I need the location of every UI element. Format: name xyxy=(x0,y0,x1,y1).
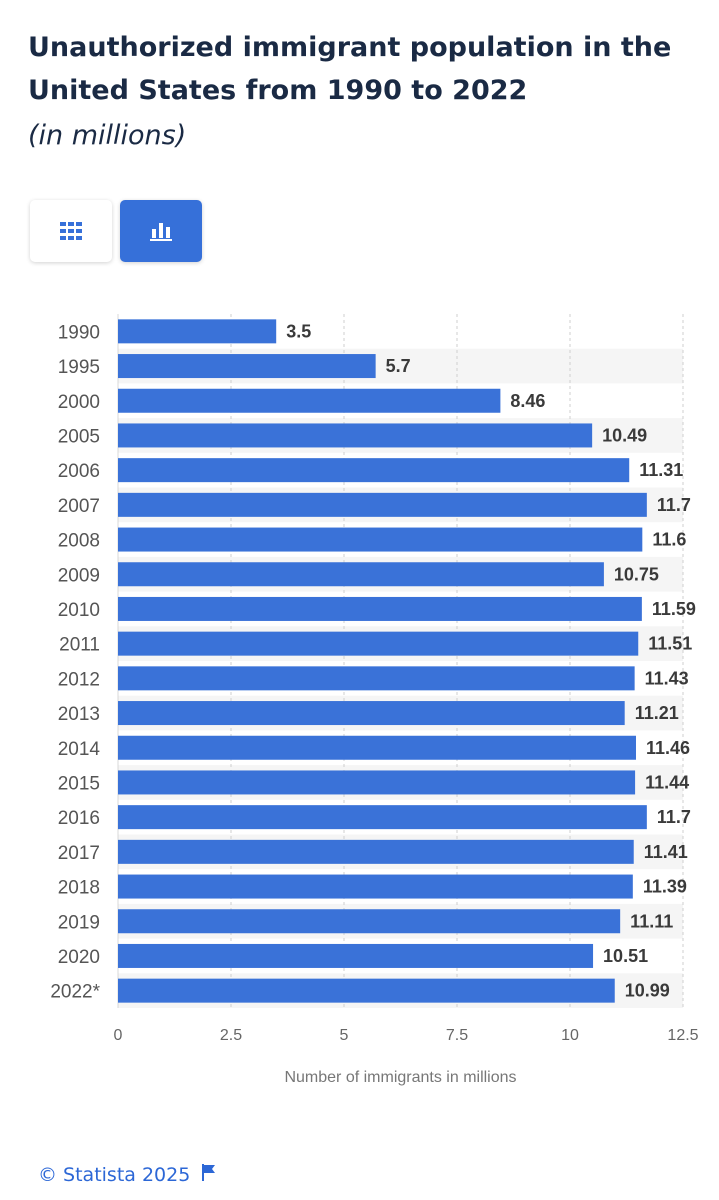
bar[interactable] xyxy=(118,874,633,899)
data-label: 11.31 xyxy=(639,460,683,480)
bar[interactable] xyxy=(118,354,376,379)
flag-icon[interactable] xyxy=(202,1164,216,1186)
data-label: 10.99 xyxy=(625,981,670,1001)
bar[interactable] xyxy=(118,770,636,795)
category-label: 2020 xyxy=(58,947,100,968)
data-label: 5.7 xyxy=(386,356,411,376)
bar[interactable] xyxy=(118,319,277,344)
data-label: 10.49 xyxy=(602,425,647,445)
bar[interactable] xyxy=(118,666,635,691)
chart-title: Unauthorized immigrant population in the… xyxy=(28,32,672,106)
data-label: 11.43 xyxy=(645,668,689,688)
category-label: 2018 xyxy=(58,878,100,899)
bar-chart: 1990 3.5 1995 5.7 2000 8.46 2005 10.49 2006 11.31… xyxy=(50,314,699,1086)
data-label: 11.44 xyxy=(645,772,689,792)
bar-chart-icon xyxy=(150,223,172,241)
bar[interactable] xyxy=(118,388,501,413)
x-axis-title: Number of immigrants in millions xyxy=(284,1069,516,1086)
data-label: 10.75 xyxy=(614,564,659,584)
chart-subtitle: (in millions) xyxy=(28,120,187,151)
category-label: 2010 xyxy=(58,600,100,621)
bar[interactable] xyxy=(118,492,647,517)
table-view-button[interactable] xyxy=(30,200,112,262)
tick-label: 7.5 xyxy=(446,1027,468,1044)
bar[interactable] xyxy=(118,701,625,726)
category-label: 2015 xyxy=(58,773,100,794)
data-label: 11.46 xyxy=(646,738,690,758)
category-label: 2014 xyxy=(58,739,101,760)
data-label: 3.5 xyxy=(286,321,311,341)
bar[interactable] xyxy=(118,562,604,587)
chart-view-button[interactable] xyxy=(120,200,202,262)
tick-label: 0 xyxy=(114,1027,123,1044)
category-label: 2016 xyxy=(58,808,100,829)
grid-table-icon xyxy=(60,222,82,240)
category-label: 1995 xyxy=(58,357,100,378)
category-label: 2017 xyxy=(58,843,100,864)
data-label: 11.7 xyxy=(657,495,691,515)
category-label: 2013 xyxy=(58,704,100,725)
bar[interactable] xyxy=(118,596,642,621)
category-label: 2009 xyxy=(58,565,100,586)
statista-credit-link[interactable]: © Statista 2025 xyxy=(38,1164,191,1186)
data-label: 11.51 xyxy=(648,634,692,654)
data-label: 8.46 xyxy=(510,391,545,411)
bar[interactable] xyxy=(118,805,647,830)
data-label: 11.39 xyxy=(643,877,687,897)
category-label: 1990 xyxy=(58,322,100,343)
bar[interactable] xyxy=(118,839,634,864)
bar[interactable] xyxy=(118,909,621,934)
category-label: 2008 xyxy=(58,531,100,552)
category-label: 2005 xyxy=(58,426,100,447)
bar[interactable] xyxy=(118,423,593,448)
data-label: 11.6 xyxy=(652,530,686,550)
category-label: 2007 xyxy=(58,496,100,517)
category-label: 2006 xyxy=(58,461,100,482)
bar[interactable] xyxy=(118,735,636,760)
tick-label: 12.5 xyxy=(667,1027,698,1044)
bar[interactable] xyxy=(118,458,630,483)
bar[interactable] xyxy=(118,978,615,1003)
data-label: 11.11 xyxy=(630,911,673,931)
tick-label: 10 xyxy=(561,1027,579,1044)
category-label: 2012 xyxy=(58,669,100,690)
category-label: 2019 xyxy=(58,912,100,933)
category-label: 2011 xyxy=(59,635,100,656)
data-label: 11.7 xyxy=(657,807,691,827)
bar[interactable] xyxy=(118,943,594,968)
data-label: 11.41 xyxy=(644,842,688,862)
footer: © Statista 2025 xyxy=(38,1164,216,1186)
data-label: 11.59 xyxy=(652,599,696,619)
data-label: 10.51 xyxy=(603,946,648,966)
bar[interactable] xyxy=(118,631,639,656)
bar[interactable] xyxy=(118,527,643,552)
tick-label: 5 xyxy=(340,1027,349,1044)
category-label: 2000 xyxy=(58,392,100,413)
data-label: 11.21 xyxy=(635,703,679,723)
tick-label: 2.5 xyxy=(220,1027,242,1044)
category-label: 2022* xyxy=(50,982,100,1003)
